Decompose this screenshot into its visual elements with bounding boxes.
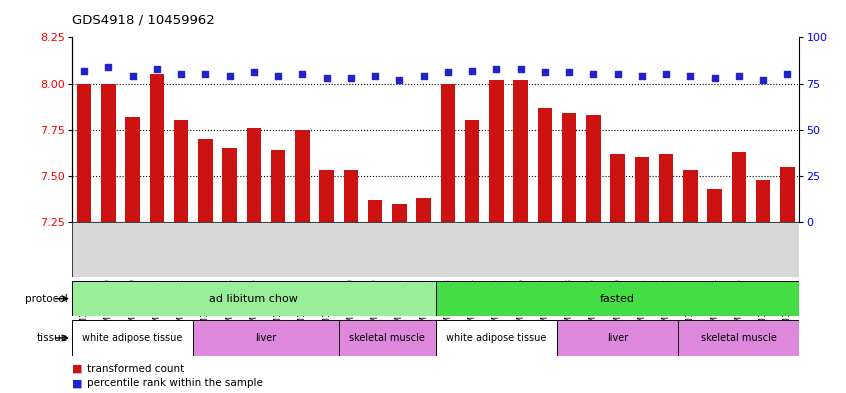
- Bar: [416, 198, 431, 222]
- Bar: [436, 281, 799, 316]
- Bar: [755, 180, 771, 222]
- Bar: [246, 128, 261, 222]
- Text: GDS4918 / 10459962: GDS4918 / 10459962: [72, 14, 215, 27]
- Bar: [678, 320, 799, 356]
- Bar: [392, 204, 407, 222]
- Bar: [77, 84, 91, 222]
- Point: [126, 73, 140, 79]
- Point: [465, 68, 479, 74]
- Bar: [338, 320, 436, 356]
- Point: [659, 71, 673, 77]
- Bar: [683, 170, 698, 222]
- Bar: [464, 121, 480, 222]
- Point: [635, 73, 649, 79]
- Point: [684, 73, 697, 79]
- Text: percentile rank within the sample: percentile rank within the sample: [87, 378, 263, 388]
- Text: skeletal muscle: skeletal muscle: [349, 333, 426, 343]
- Text: liver: liver: [255, 333, 277, 343]
- Bar: [198, 139, 212, 222]
- Point: [441, 69, 454, 75]
- Bar: [72, 320, 193, 356]
- Text: ad libitum chow: ad libitum chow: [209, 294, 299, 304]
- Point: [222, 73, 236, 79]
- Point: [272, 73, 285, 79]
- Bar: [343, 170, 358, 222]
- Bar: [586, 115, 601, 222]
- Bar: [72, 281, 436, 316]
- Point: [320, 75, 333, 81]
- Bar: [514, 80, 528, 222]
- Point: [538, 69, 552, 75]
- Bar: [150, 74, 164, 222]
- Text: skeletal muscle: skeletal muscle: [700, 333, 777, 343]
- Point: [756, 77, 770, 83]
- Text: fasted: fasted: [600, 294, 635, 304]
- Text: ■: ■: [72, 378, 82, 388]
- Bar: [610, 154, 625, 222]
- Point: [781, 71, 794, 77]
- Bar: [659, 154, 673, 222]
- Point: [295, 71, 309, 77]
- Bar: [319, 170, 334, 222]
- Bar: [732, 152, 746, 222]
- Point: [393, 77, 406, 83]
- Bar: [125, 117, 140, 222]
- Point: [247, 69, 261, 75]
- Bar: [193, 320, 338, 356]
- Bar: [271, 150, 285, 222]
- Point: [102, 64, 115, 70]
- Text: white adipose tissue: white adipose tissue: [82, 333, 183, 343]
- Point: [490, 66, 503, 72]
- Bar: [537, 108, 552, 222]
- Bar: [634, 158, 649, 222]
- Point: [563, 69, 576, 75]
- Point: [586, 71, 600, 77]
- Point: [611, 71, 624, 77]
- Bar: [222, 148, 237, 222]
- Text: transformed count: transformed count: [87, 364, 184, 374]
- Bar: [489, 80, 503, 222]
- Bar: [436, 320, 557, 356]
- Bar: [173, 121, 189, 222]
- Bar: [562, 113, 576, 222]
- Text: protocol: protocol: [25, 294, 68, 304]
- Point: [514, 66, 527, 72]
- Bar: [441, 84, 455, 222]
- Point: [732, 73, 745, 79]
- Point: [708, 75, 722, 81]
- Point: [150, 66, 163, 72]
- Point: [417, 73, 431, 79]
- Bar: [557, 320, 678, 356]
- Point: [174, 71, 188, 77]
- Bar: [295, 130, 310, 222]
- Point: [199, 71, 212, 77]
- Text: tissue: tissue: [36, 333, 68, 343]
- Point: [77, 68, 91, 74]
- Bar: [368, 200, 382, 222]
- Point: [344, 75, 358, 81]
- Bar: [707, 189, 722, 222]
- Text: white adipose tissue: white adipose tissue: [446, 333, 547, 343]
- Text: liver: liver: [607, 333, 629, 343]
- Text: ■: ■: [72, 364, 82, 374]
- Bar: [780, 167, 794, 222]
- Bar: [101, 84, 116, 222]
- Point: [368, 73, 382, 79]
